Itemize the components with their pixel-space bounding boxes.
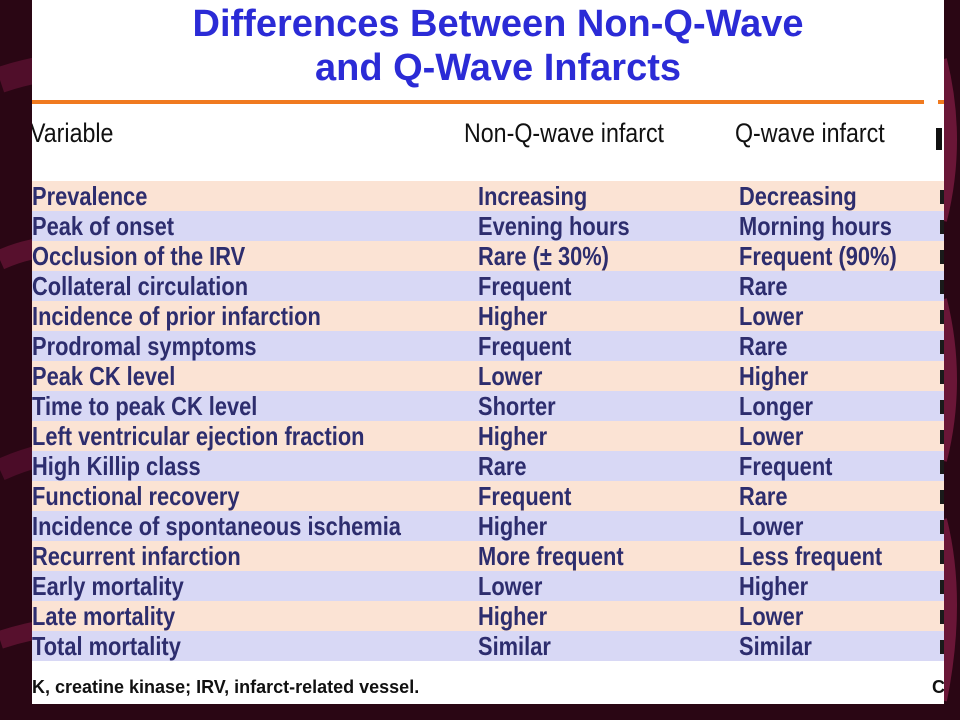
cell-variable: Time to peak CK level <box>32 391 258 421</box>
title-divider-tick <box>938 100 944 104</box>
row-edge-fragment <box>940 190 944 204</box>
comparison-table: Prevalence Increasing Decreasing Peak of on… <box>32 181 944 661</box>
table-row: Peak CK level Lower Higher <box>32 361 944 391</box>
row-edge-fragment <box>940 220 944 234</box>
cell-variable: Incidence of spontaneous ischemia <box>32 511 401 541</box>
table-row: Incidence of prior infarction Higher Lower <box>32 301 944 331</box>
title-line-2: and Q-Wave Infarcts <box>314 47 681 89</box>
cell-non-q-wave: Lower <box>478 361 543 391</box>
cell-q-wave: Frequent (90%) <box>739 241 897 271</box>
cell-non-q-wave: Similar <box>478 631 551 661</box>
cell-non-q-wave: Increasing <box>478 181 588 211</box>
row-edge-fragment <box>940 250 944 264</box>
row-edge-fragment <box>940 460 944 474</box>
cell-q-wave: Frequent <box>739 451 833 481</box>
header-edge-fragment <box>936 128 942 150</box>
table-row: Late mortality Higher Lower <box>32 601 944 631</box>
cell-variable: Late mortality <box>32 601 176 631</box>
row-edge-fragment <box>940 370 944 384</box>
cell-q-wave: Lower <box>739 301 804 331</box>
cell-non-q-wave: More frequent <box>478 541 624 571</box>
slide-panel: Differences Between Non-Q-Wave and Q-Wav… <box>32 0 944 704</box>
table-row: Occlusion of the IRV Rare (± 30%) Frequent… <box>32 241 944 271</box>
cell-variable: Prevalence <box>32 181 148 211</box>
cell-q-wave: Similar <box>739 631 812 661</box>
slide-title: Differences Between Non-Q-Wave and Q-Wav… <box>32 0 944 90</box>
row-edge-fragment <box>940 550 944 564</box>
header-variable: Variable <box>32 118 114 148</box>
table-row: Total mortality Similar Similar <box>32 631 944 661</box>
cell-variable: Functional recovery <box>32 481 240 511</box>
cell-q-wave: Lower <box>739 421 804 451</box>
cell-non-q-wave: Lower <box>478 571 543 601</box>
table-row: Time to peak CK level Shorter Longer <box>32 391 944 421</box>
row-edge-fragment <box>940 640 944 654</box>
table-row: Left ventricular ejection fraction Higher… <box>32 421 944 451</box>
cell-q-wave: Decreasing <box>739 181 857 211</box>
cell-q-wave: Lower <box>739 511 804 541</box>
cell-q-wave: Less frequent <box>739 541 883 571</box>
row-edge-fragment <box>940 310 944 324</box>
table-row: Collateral circulation Frequent Rare <box>32 271 944 301</box>
row-edge-fragment <box>940 400 944 414</box>
cell-non-q-wave: Higher <box>478 301 548 331</box>
cell-non-q-wave: Evening hours <box>478 211 630 241</box>
cell-non-q-wave: Shorter <box>478 391 556 421</box>
row-edge-fragment <box>940 520 944 534</box>
cell-non-q-wave: Higher <box>478 421 548 451</box>
footnote-edge-fragment: C <box>932 677 944 697</box>
table-row: Incidence of spontaneous ischemia Higher L… <box>32 511 944 541</box>
table-row: High Killip class Rare Frequent <box>32 451 944 481</box>
table-row: Prodromal symptoms Frequent Rare <box>32 331 944 361</box>
table-row: Peak of onset Evening hours Morning hours <box>32 211 944 241</box>
cell-variable: Peak CK level <box>32 361 176 391</box>
cell-q-wave: Higher <box>739 361 809 391</box>
row-edge-fragment <box>940 430 944 444</box>
header-non-q-wave: Non-Q-wave infarct <box>464 118 665 148</box>
cell-variable: Peak of onset <box>32 211 175 241</box>
cell-q-wave: Higher <box>739 571 809 601</box>
row-edge-fragment <box>940 340 944 354</box>
cell-variable: Collateral circulation <box>32 271 249 301</box>
cell-variable: Total mortality <box>32 631 181 661</box>
cell-variable: Incidence of prior infarction <box>32 301 321 331</box>
table-header: Variable Non-Q-wave infarct Q-wave infar… <box>32 118 944 158</box>
cell-non-q-wave: Higher <box>478 511 548 541</box>
table-row: Early mortality Lower Higher <box>32 571 944 601</box>
cell-non-q-wave: Frequent <box>478 481 572 511</box>
cell-variable: Occlusion of the IRV <box>32 241 246 271</box>
title-line-1: Differences Between Non-Q-Wave <box>192 3 804 45</box>
cell-variable: Recurrent infarction <box>32 541 241 571</box>
table-row: Prevalence Increasing Decreasing <box>32 181 944 211</box>
cell-q-wave: Morning hours <box>739 211 892 241</box>
cell-q-wave: Longer <box>739 391 814 421</box>
footnote: K, creatine kinase; IRV, infarct-related… <box>32 677 420 697</box>
header-q-wave: Q-wave infarct <box>735 118 885 148</box>
table-row: Recurrent infarction More frequent Less fr… <box>32 541 944 571</box>
cell-q-wave: Rare <box>739 271 788 301</box>
row-edge-fragment <box>940 280 944 294</box>
cell-variable: Left ventricular ejection fraction <box>32 421 365 451</box>
title-divider <box>32 100 924 104</box>
cell-q-wave: Rare <box>739 481 788 511</box>
cell-variable: High Killip class <box>32 451 201 481</box>
row-edge-fragment <box>940 490 944 504</box>
cell-variable: Early mortality <box>32 571 184 601</box>
row-edge-fragment <box>940 610 944 624</box>
table-row: Functional recovery Frequent Rare <box>32 481 944 511</box>
row-edge-fragment <box>940 580 944 594</box>
cell-non-q-wave: Frequent <box>478 271 572 301</box>
cell-q-wave: Lower <box>739 601 804 631</box>
cell-non-q-wave: Rare <box>478 451 527 481</box>
cell-q-wave: Rare <box>739 331 788 361</box>
cell-non-q-wave: Rare (± 30%) <box>478 241 609 271</box>
cell-variable: Prodromal symptoms <box>32 331 257 361</box>
cell-non-q-wave: Frequent <box>478 331 572 361</box>
cell-non-q-wave: Higher <box>478 601 548 631</box>
